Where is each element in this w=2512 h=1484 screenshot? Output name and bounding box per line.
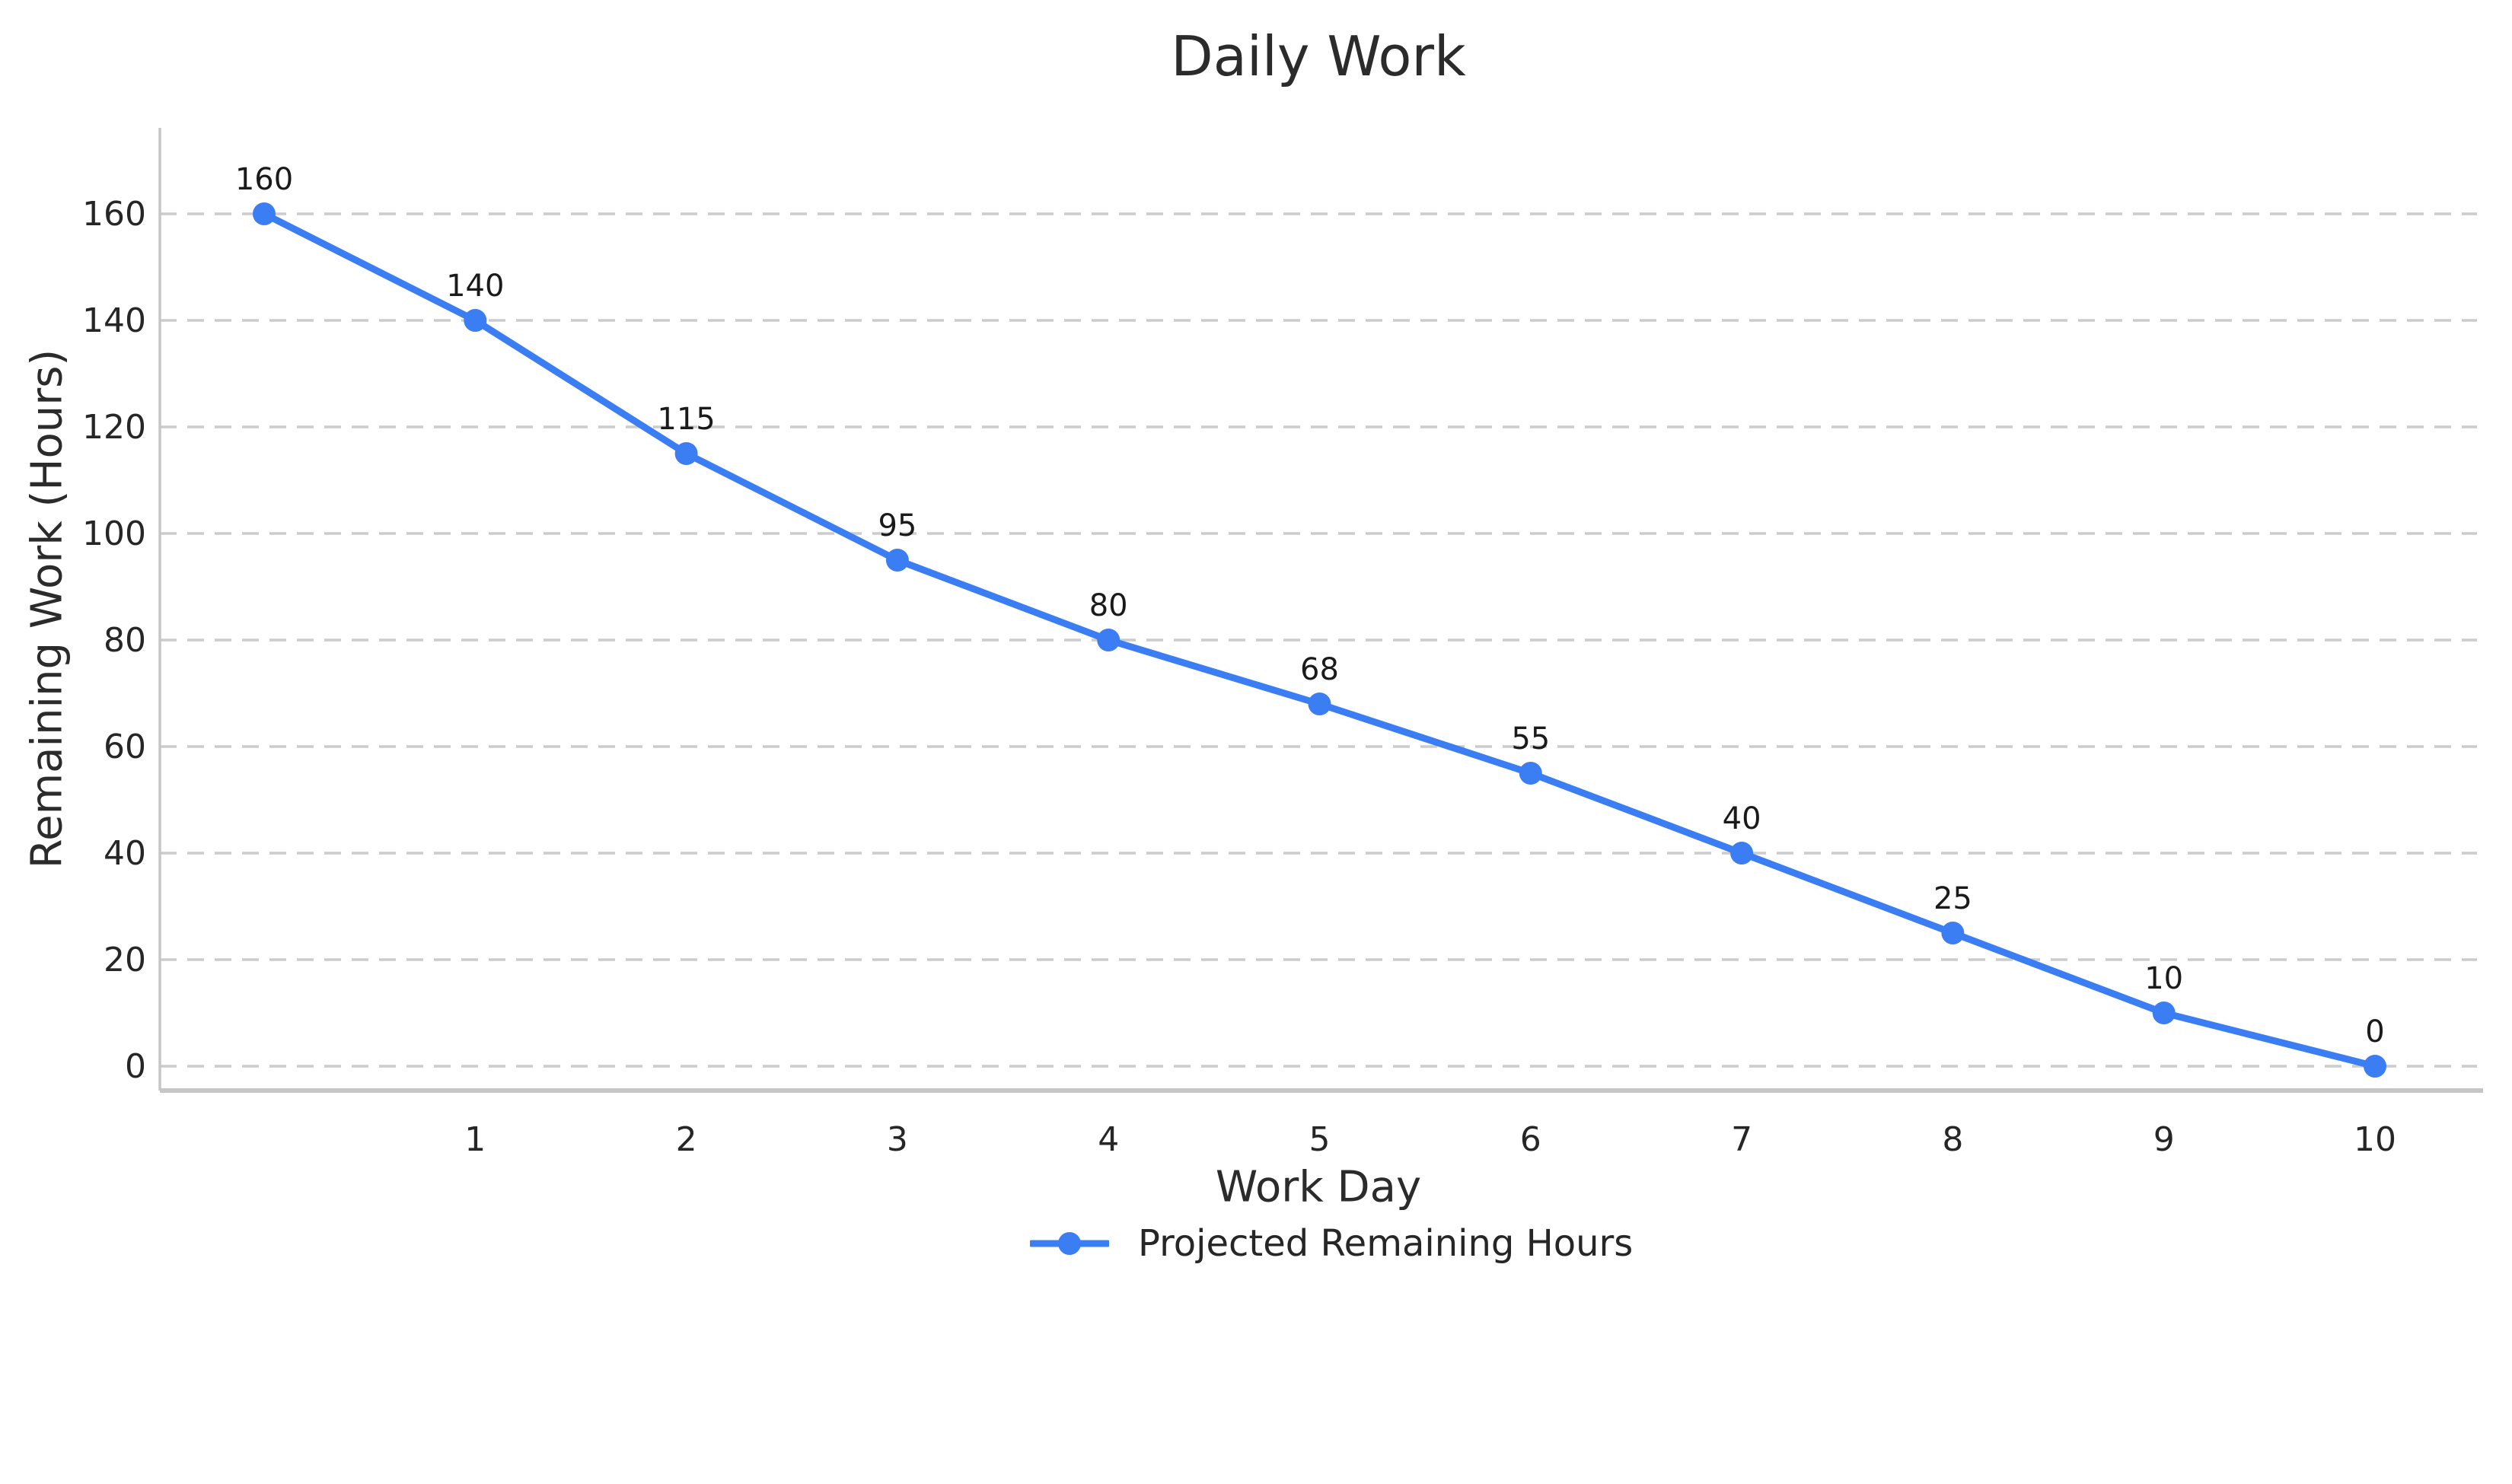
x-tick-label: 1: [464, 1120, 486, 1159]
legend-line-marker-icon: [1030, 1232, 1109, 1255]
x-tick-label: 6: [1520, 1120, 1541, 1159]
y-tick-label: 140: [82, 301, 146, 340]
chart-title: Daily Work: [1171, 24, 1466, 88]
y-tick-label: 40: [104, 834, 146, 873]
x-tick-label: 2: [676, 1120, 697, 1159]
y-tick-label: 100: [82, 514, 146, 553]
x-tick-label: 5: [1309, 1120, 1331, 1159]
legend: Projected Remaining Hours: [1030, 1222, 1633, 1265]
x-tick-label: 4: [1098, 1120, 1119, 1159]
data-point-label: 140: [446, 269, 504, 304]
data-point-marker: [464, 309, 487, 332]
data-point-marker: [674, 442, 698, 465]
x-tick-label: 7: [1731, 1120, 1752, 1159]
data-point-label: 25: [1933, 881, 1972, 916]
x-tick-label: 10: [2354, 1120, 2396, 1159]
data-point-marker: [1308, 693, 1331, 715]
x-axis-title: Work Day: [1215, 1162, 1422, 1212]
legend-label: Projected Remaining Hours: [1138, 1222, 1634, 1265]
data-point-marker: [1097, 629, 1121, 651]
y-tick-label: 0: [125, 1047, 146, 1086]
data-point-label: 80: [1089, 588, 1128, 623]
data-point-marker: [1730, 842, 1754, 865]
data-point-marker: [1519, 762, 1542, 785]
data-point-label: 68: [1300, 652, 1339, 687]
data-point-label: 10: [2144, 961, 2183, 996]
x-tick-label: 9: [2153, 1120, 2175, 1159]
y-tick-label: 60: [104, 728, 146, 766]
y-tick-label: 160: [82, 195, 146, 234]
data-point-marker: [2364, 1055, 2386, 1078]
y-tick-label: 80: [104, 621, 146, 660]
data-point-marker: [1941, 922, 1965, 944]
data-point-label: 0: [2365, 1014, 2384, 1049]
data-point-marker: [885, 549, 909, 572]
x-tick-label: 3: [887, 1120, 908, 1159]
data-point-label: 40: [1723, 801, 1761, 836]
y-tick-label: 120: [82, 408, 146, 447]
data-point-label: 115: [657, 402, 715, 437]
data-point-label: 160: [235, 162, 293, 197]
data-point-label: 95: [878, 508, 916, 543]
data-point-label: 55: [1511, 721, 1550, 756]
y-tick-label: 20: [104, 941, 146, 979]
data-point-marker: [2152, 1002, 2176, 1024]
x-tick-label: 8: [1942, 1120, 1963, 1159]
data-point-marker: [253, 202, 276, 225]
